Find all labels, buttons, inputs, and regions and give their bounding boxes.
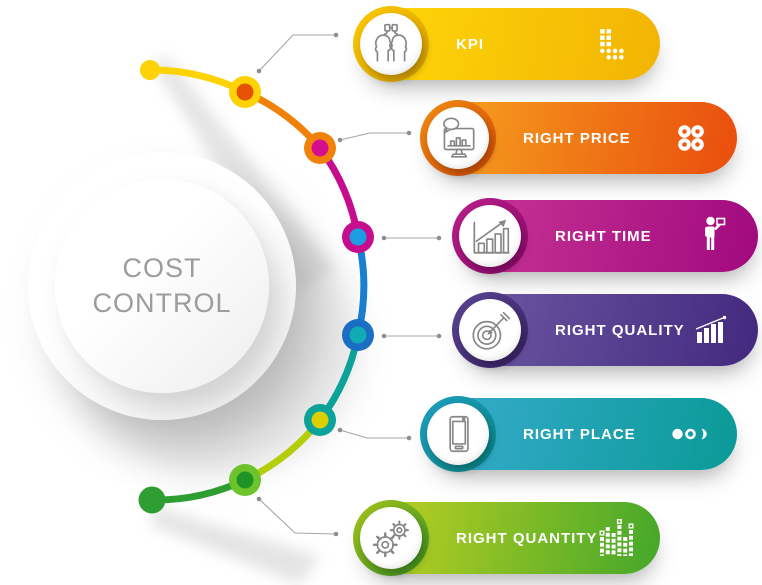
arc-node-core: [311, 411, 329, 429]
pill-kpi: KPI: [353, 6, 660, 82]
pill-label: RIGHT TIME: [555, 227, 652, 245]
connector-dots: [256, 32, 442, 537]
arc-node-core: [236, 471, 254, 489]
smartphone-icon: [427, 403, 489, 465]
pill-label: RIGHT QUANTITY: [456, 529, 598, 547]
people-connect-icon: [360, 13, 422, 75]
target-dart-icon: [459, 299, 521, 361]
growth-chart-icon: [459, 205, 521, 267]
shadow-band-bottom: [150, 502, 320, 585]
arc-node-core: [311, 139, 329, 157]
pill-right-price: RIGHT PRICE: [420, 100, 737, 176]
dot-matrix-icon: [594, 27, 634, 61]
gears-icon: [360, 507, 422, 569]
pill-label: RIGHT PLACE: [523, 425, 636, 443]
pill-right-quality: RIGHT QUALITY: [452, 292, 758, 368]
cost-control-inner-circle: COST CONTROL: [55, 179, 269, 393]
monitor-chart-icon: [427, 107, 489, 169]
arc-node-core: [349, 228, 367, 246]
three-circles-icon: [671, 427, 711, 441]
donut-circles-icon: [671, 123, 711, 153]
connector-lines: [258, 34, 439, 535]
pill-right-quantity: RIGHT QUANTITY: [353, 500, 660, 576]
bar-chart-icon: [692, 315, 732, 345]
pill-right-time: RIGHT TIME: [452, 198, 758, 274]
arc-node-core: [236, 83, 254, 101]
pill-right-place: RIGHT PLACE: [420, 396, 737, 472]
arc-start-dot: [140, 60, 160, 80]
equalizer-icon: [598, 519, 635, 557]
arc-end-dot: [138, 486, 166, 514]
person-tablet-icon: [692, 216, 732, 256]
cost-control-circle: COST CONTROL: [28, 152, 296, 420]
pill-label: KPI: [456, 35, 485, 53]
pill-label: RIGHT PRICE: [523, 129, 631, 147]
center-title-line1: COST: [122, 252, 202, 283]
center-title-line2: CONTROL: [92, 288, 232, 318]
arc-node-core: [349, 326, 367, 344]
pill-label: RIGHT QUALITY: [555, 321, 685, 339]
